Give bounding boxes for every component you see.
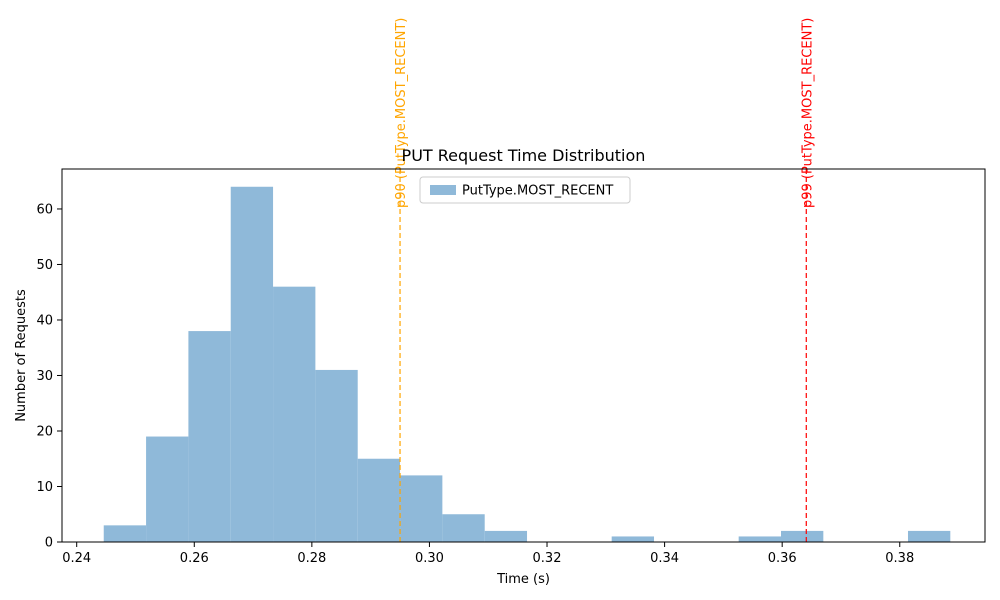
- x-tick-label: 0.32: [533, 551, 562, 566]
- legend-entry-label: PutType.MOST_RECENT: [462, 184, 613, 199]
- y-tick-label: 30: [36, 369, 53, 384]
- reference-line-label: p90 (PutType.MOST_RECENT): [394, 18, 409, 208]
- chart-title: PUT Request Time Distribution: [402, 146, 646, 165]
- y-tick-label: 0: [45, 536, 53, 551]
- x-tick-label: 0.24: [62, 551, 91, 566]
- x-tick-label: 0.30: [415, 551, 444, 566]
- histogram-bar: [103, 525, 147, 542]
- x-tick-label: 0.34: [650, 551, 679, 566]
- x-tick-label: 0.38: [885, 551, 914, 566]
- histogram-bar: [780, 530, 824, 542]
- legend-box: [419, 176, 631, 204]
- x-tick-label: 0.36: [768, 551, 797, 566]
- histogram-bar: [738, 536, 781, 542]
- x-axis-label: Time (s): [496, 572, 550, 587]
- y-tick-label: 60: [36, 202, 53, 217]
- histogram-bar: [357, 458, 401, 542]
- plot-frame: [61, 168, 986, 543]
- legend-swatch: [430, 185, 456, 195]
- y-axis: 0 10 20 30 40 50 60: [36, 202, 62, 551]
- histogram-bar: [146, 436, 189, 542]
- bars-layer: [103, 186, 951, 542]
- reference-line-label: p99 (PutType.MOST_RECENT): [800, 18, 815, 208]
- y-tick-label: 10: [36, 480, 53, 495]
- y-axis-label: Number of Requests: [14, 289, 29, 422]
- histogram-bar: [315, 369, 358, 542]
- histogram-bar: [273, 286, 316, 542]
- y-tick-label: 50: [36, 258, 53, 273]
- histogram-bar: [230, 186, 274, 542]
- histogram-bar: [484, 530, 528, 542]
- x-tick-label: 0.28: [297, 551, 326, 566]
- histogram-bar: [400, 475, 443, 542]
- x-axis: 0.24 0.26 0.28 0.30 0.32 0.34 0.36 0.38: [62, 542, 914, 566]
- histogram-bar: [188, 331, 231, 542]
- histogram-bar: [611, 536, 655, 542]
- histogram-bar: [907, 530, 951, 542]
- reference-lines-layer: p90 (PutType.MOST_RECENT) p99 (PutType.MO…: [394, 18, 815, 542]
- histogram-bar: [442, 514, 485, 542]
- y-tick-label: 20: [36, 424, 53, 439]
- legend: PutType.MOST_RECENT: [419, 176, 631, 204]
- y-tick-label: 40: [36, 313, 53, 328]
- x-tick-label: 0.26: [180, 551, 209, 566]
